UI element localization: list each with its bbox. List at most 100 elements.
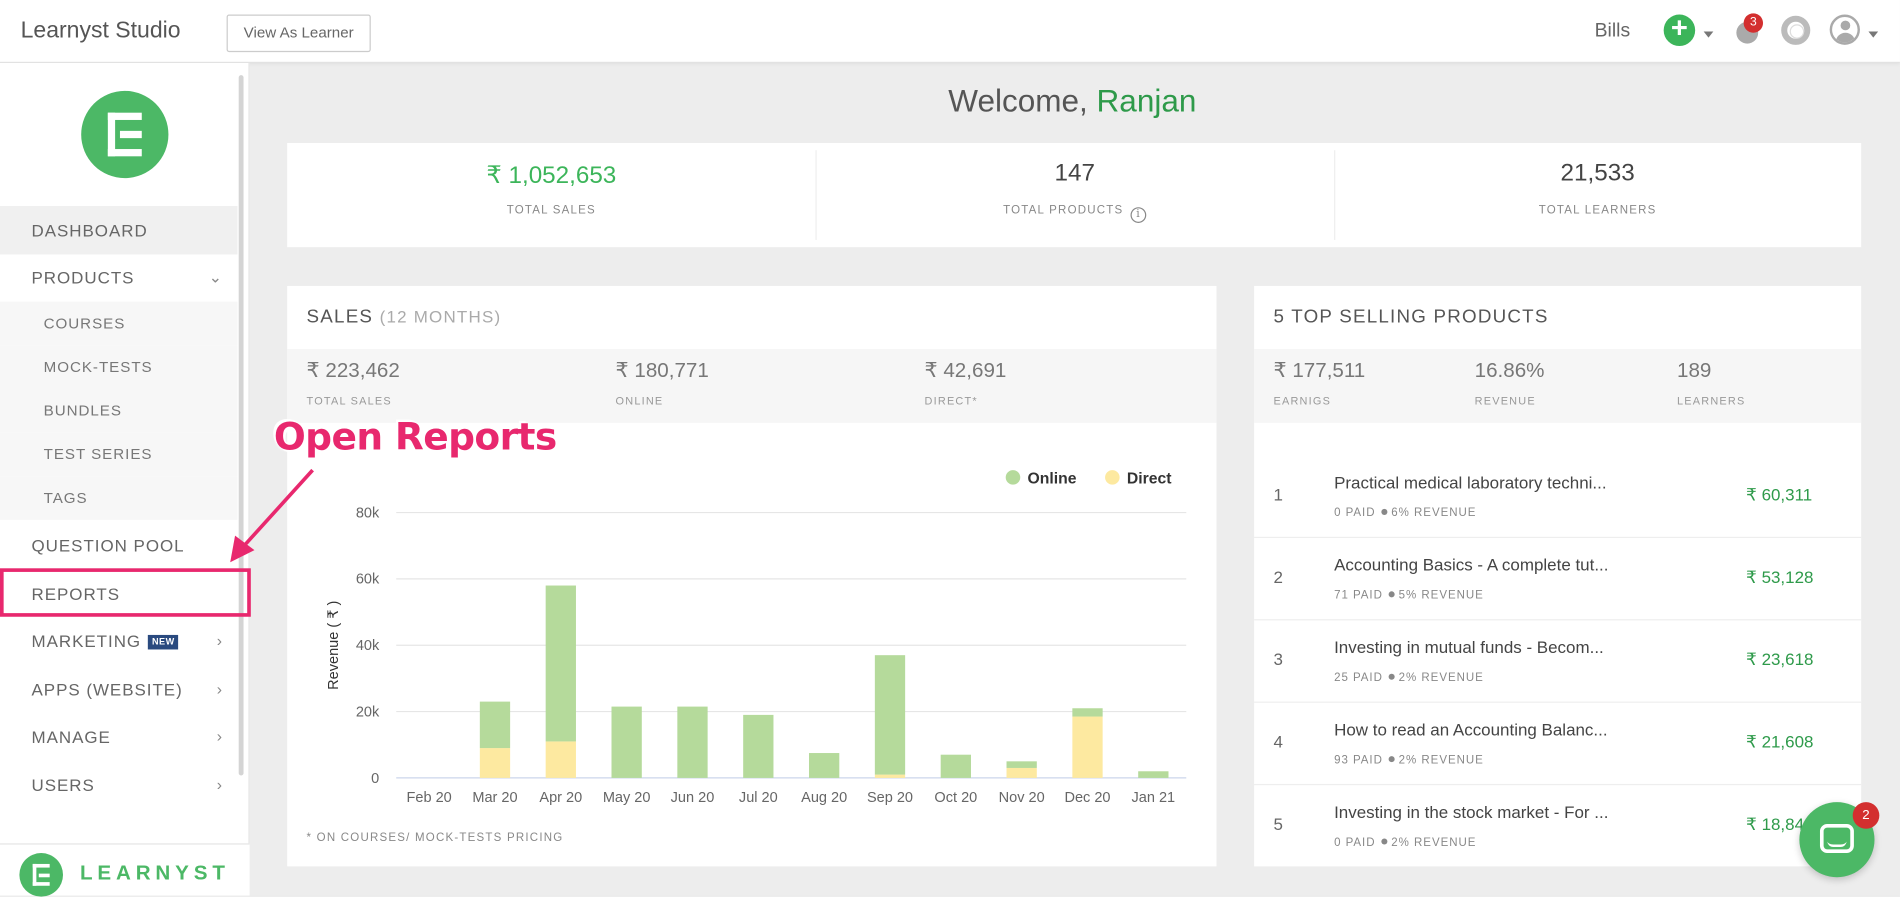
divider (815, 150, 817, 240)
sidebar: DASHBOARD PRODUCTS ⌄ COURSES MOCK-TESTS B… (0, 63, 250, 897)
y-tick-label: 80k (356, 505, 380, 521)
bar-direct (874, 774, 906, 778)
chevron-down-icon: ⌄ (208, 267, 223, 286)
sidebar-footer: LEARNYST (0, 843, 250, 897)
top-products-summary: ₹ 177,511 EARNIGS 16.86% REVENUE 189 LEARNE… (1254, 348, 1862, 423)
learnyst-footer-logo-icon (19, 853, 64, 897)
bar-online (1138, 771, 1169, 778)
product-row[interactable]: 5 Investing in the stock market - For ..… (1273, 802, 1814, 850)
info-icon[interactable]: i (1130, 207, 1147, 223)
x-tick-label: May 20 (603, 790, 651, 806)
bar-online (743, 714, 774, 778)
bar-direct (1006, 767, 1037, 778)
top-bar: Learnyst Studio View As Learner Bills + … (0, 0, 1900, 64)
bar-online (940, 754, 971, 778)
legend-online[interactable]: Online (1005, 469, 1077, 487)
sidebar-item-dashboard[interactable]: DASHBOARD (0, 205, 238, 255)
bar-online (479, 701, 511, 749)
x-tick-label: Dec 20 (1064, 790, 1110, 806)
product-name[interactable]: Accounting Basics - A complete tut... (1334, 554, 1609, 575)
y-tick-label: 40k (356, 638, 380, 654)
sidebar-item-bundles[interactable]: BUNDLES (0, 388, 238, 433)
new-badge: NEW (148, 635, 179, 650)
help-lifebuoy-icon[interactable] (1781, 15, 1811, 45)
sidebar-item-reports[interactable]: REPORTS (31, 584, 120, 604)
y-tick-label: 20k (356, 704, 380, 720)
stat-total-products: 147 TOTAL PRODUCTS i (815, 143, 1334, 247)
bar-direct (479, 748, 511, 778)
x-tick-label: Jun 20 (671, 790, 715, 806)
sidebar-item-tags[interactable]: TAGS (0, 476, 238, 520)
product-row[interactable]: 2 Accounting Basics - A complete tut... … (1254, 538, 1862, 621)
summary-total-sales: ₹ 223,462 TOTAL SALES (306, 358, 400, 408)
y-tick-label: 0 (371, 771, 379, 787)
bar-direct (545, 741, 576, 778)
product-name[interactable]: Investing in the stock market - For ... (1334, 802, 1609, 822)
x-tick-label: Oct 20 (934, 790, 977, 806)
product-row[interactable]: 1 Practical medical laboratory techni...… (1254, 456, 1862, 538)
sidebar-item-manage[interactable]: MANAGE › (0, 712, 237, 760)
summary-direct: ₹ 42,691 DIRECT* (924, 358, 1007, 408)
stats-panel: ₹ 1,052,653 TOTAL SALES 147 TOTAL PRODUC… (287, 142, 1862, 248)
product-name[interactable]: How to read an Accounting Balanc... (1334, 719, 1608, 740)
y-tick-label: 60k (356, 572, 380, 588)
sales-card-title: SALES (12 MONTHS) (306, 306, 502, 328)
top-products-card: 5 TOP SELLING PRODUCTS ₹ 177,511 EARNIGS … (1254, 285, 1862, 867)
product-row[interactable]: 3 Investing in mutual funds - Becom... 2… (1254, 620, 1862, 703)
chevron-right-icon: › (216, 727, 223, 746)
bar-online (874, 655, 906, 775)
bar-online (611, 706, 642, 778)
legend-direct[interactable]: Direct (1105, 469, 1172, 487)
sidebar-item-products[interactable]: PRODUCTS ⌄ (0, 253, 237, 301)
user-name: Ranjan (1096, 82, 1197, 119)
sidebar-item-mock-tests[interactable]: MOCK-TESTS (0, 345, 238, 389)
user-menu-chevron-down-icon[interactable] (1868, 31, 1879, 38)
sales-card: SALES (12 MONTHS) ₹ 223,462 TOTAL SALES ₹… (287, 285, 1217, 867)
x-tick-label: Jan 21 (1132, 790, 1176, 806)
x-tick-label: Sep 20 (867, 790, 913, 806)
add-icon[interactable]: + (1663, 14, 1696, 47)
y-axis-label: Revenue ( ₹ ) (326, 601, 342, 690)
sidebar-scrollbar[interactable] (238, 75, 244, 776)
welcome-heading: Welcome, Ranjan (948, 82, 1197, 119)
product-name[interactable]: Practical medical laboratory techni... (1334, 472, 1607, 492)
summary-online: ₹ 180,771 ONLINE (615, 358, 709, 408)
product-name[interactable]: Investing in mutual funds - Becom... (1334, 637, 1604, 657)
top-products-title: 5 TOP SELLING PRODUCTS (1273, 306, 1549, 328)
bills-link[interactable]: Bills (1594, 20, 1631, 42)
reports-highlight-box (0, 568, 251, 617)
view-as-learner-button[interactable]: View As Learner (226, 14, 371, 53)
add-menu-chevron-down-icon[interactable] (1703, 31, 1714, 38)
bar-online (1072, 708, 1103, 717)
chat-unread-badge: 2 (1852, 802, 1880, 829)
sidebar-item-marketing[interactable]: MARKETING NEW › (0, 617, 237, 665)
legend-dot-icon (1105, 470, 1120, 485)
chevron-right-icon: › (216, 775, 223, 794)
app-title: Learnyst Studio (20, 18, 181, 44)
sidebar-item-users[interactable]: USERS › (0, 761, 237, 809)
bar-online (545, 585, 576, 742)
bar-online (809, 753, 840, 778)
annotation-arrow-icon (230, 468, 314, 563)
sidebar-item-courses[interactable]: COURSES (0, 301, 238, 346)
learnyst-logo-icon (81, 90, 169, 179)
x-tick-label: Aug 20 (801, 790, 847, 806)
x-tick-label: Feb 20 (407, 790, 452, 806)
sidebar-item-test-series[interactable]: TEST SERIES (0, 432, 238, 477)
sidebar-item-apps-website[interactable]: APPS (WEBSITE) › (0, 665, 237, 713)
summary-learners: 189 LEARNERS (1676, 358, 1746, 408)
x-tick-label: Apr 20 (539, 790, 582, 806)
chevron-right-icon: › (216, 679, 223, 698)
product-row[interactable]: 4 How to read an Accounting Balanc... 93… (1254, 703, 1862, 786)
chevron-right-icon: › (216, 631, 223, 650)
x-tick-label: Nov 20 (999, 790, 1045, 806)
sidebar-item-question-pool[interactable]: QUESTION POOL (31, 535, 185, 555)
stat-total-learners: 21,533 TOTAL LEARNERS (1538, 159, 1657, 217)
summary-revenue: 16.86% REVENUE (1474, 358, 1545, 408)
sales-footnote: * ON COURSES/ MOCK-TESTS PRICING (306, 831, 564, 845)
stat-total-sales: ₹ 1,052,653 TOTAL SALES (486, 162, 617, 217)
summary-earnings: ₹ 177,511 EARNIGS (1273, 358, 1366, 408)
annotation-text: Open Reports (273, 415, 557, 460)
notification-count-badge: 3 (1743, 13, 1764, 33)
user-avatar-icon[interactable] (1829, 14, 1860, 45)
